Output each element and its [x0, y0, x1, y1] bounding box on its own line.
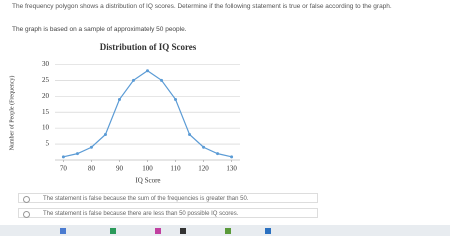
point: [188, 133, 192, 136]
y-tick-label: 15: [42, 108, 50, 116]
x-axis-label: IQ Score: [135, 177, 160, 185]
point: [230, 155, 234, 159]
point: [117, 97, 121, 101]
taskbar-icon[interactable]: [110, 228, 116, 234]
statement: The graph is based on a sample of approx…: [12, 26, 187, 33]
y-tick-label: 30: [42, 60, 50, 68]
point: [103, 133, 107, 136]
x-tick-label: 120: [198, 165, 209, 173]
taskbar-icon[interactable]: [180, 228, 186, 234]
taskbar-icon[interactable]: [265, 228, 271, 234]
chart: Distribution of IQ Scores IQ Score Numbe…: [8, 42, 240, 185]
point: [61, 155, 65, 159]
option-text: The statement is false because the sum o…: [43, 196, 249, 202]
y-tick-label: 25: [42, 76, 50, 84]
option[interactable]: The statement is false because the sum o…: [18, 193, 318, 203]
point: [75, 152, 79, 156]
point: [131, 78, 135, 82]
y-axis-label: Number of People (Frequency): [8, 76, 15, 151]
prompt: The frequency polygon shows a distributi…: [12, 3, 392, 10]
point: [89, 145, 93, 149]
point: [160, 78, 164, 82]
x-tick-label: 130: [226, 165, 237, 173]
chart-title: Distribution of IQ Scores: [100, 42, 197, 52]
x-tick-label: 90: [116, 165, 124, 173]
option[interactable]: The statement is false because there are…: [18, 208, 318, 218]
x-tick-label: 80: [88, 165, 96, 173]
point: [202, 145, 206, 149]
y-tick-label: 5: [46, 140, 50, 148]
taskbar: [0, 225, 450, 236]
x-tick-label: 100: [142, 165, 153, 173]
option-text: The statement is false because there are…: [43, 211, 239, 217]
y-tick-label: 20: [42, 92, 50, 100]
point: [146, 69, 149, 73]
y-tick-label: 10: [42, 124, 50, 132]
taskbar-icon[interactable]: [60, 228, 66, 234]
taskbar-icon[interactable]: [225, 228, 231, 234]
taskbar-icon[interactable]: [155, 228, 161, 234]
x-tick-label: 110: [170, 165, 181, 173]
point: [216, 152, 220, 156]
point: [174, 97, 178, 101]
x-tick-label: 70: [60, 165, 68, 173]
